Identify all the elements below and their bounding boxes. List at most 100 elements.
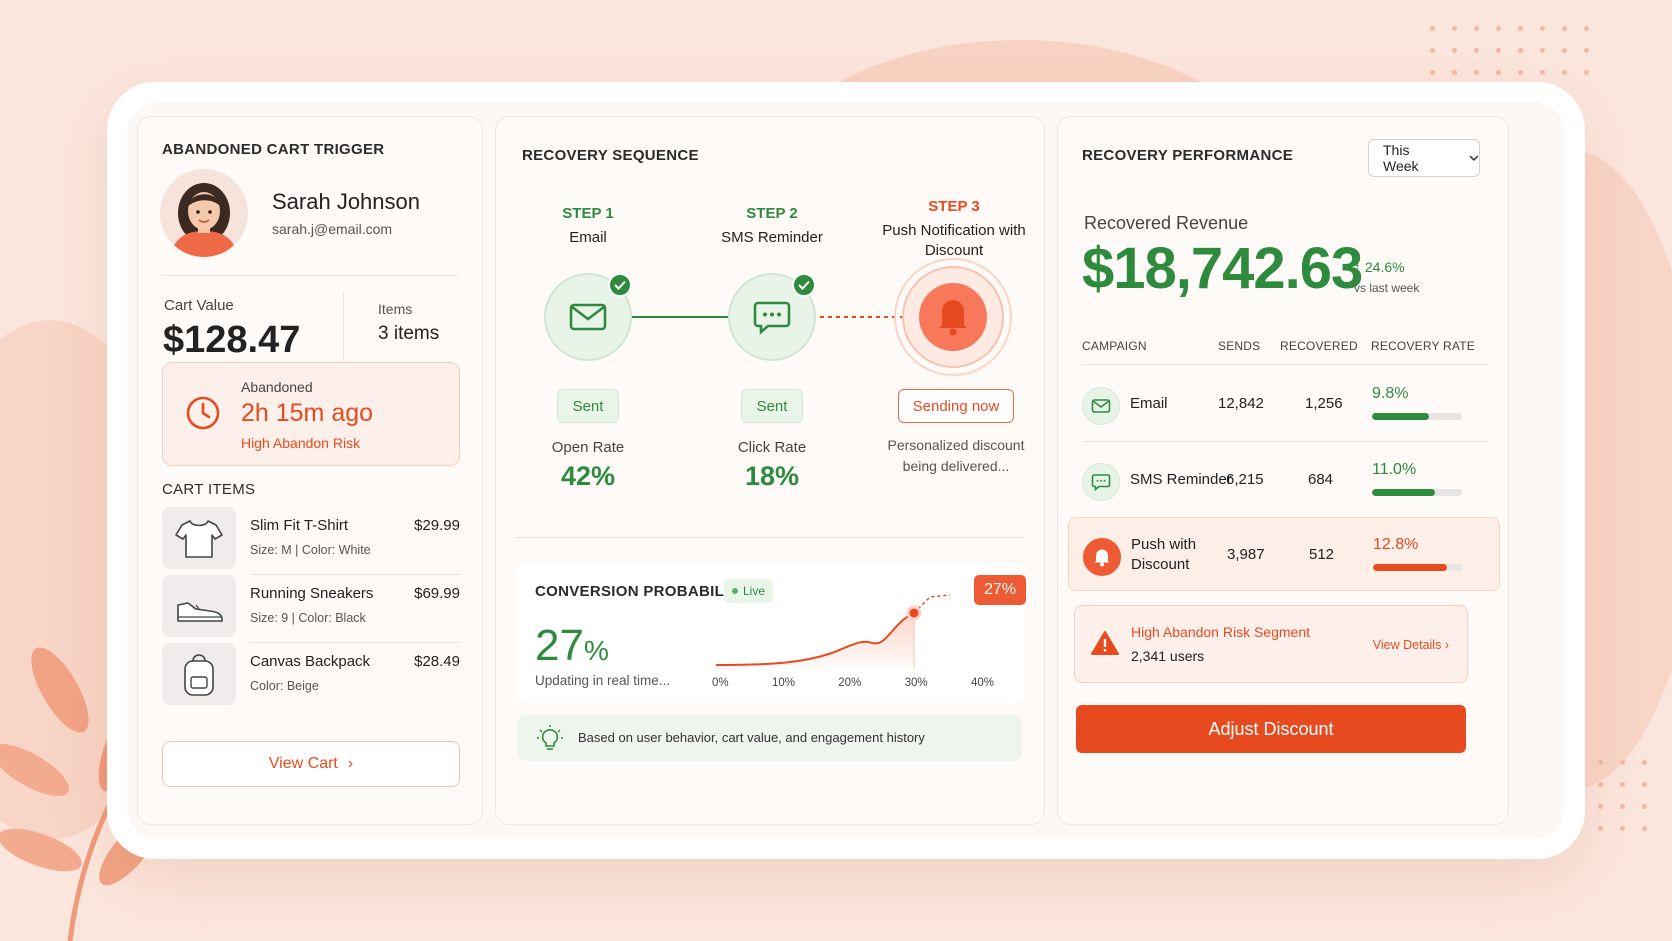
- customer-email: sarah.j@email.com: [272, 221, 392, 237]
- x-tick: 30%: [905, 677, 928, 689]
- items-count: 3 items: [378, 323, 439, 345]
- rate-bar-fill: [1373, 564, 1447, 571]
- items-label: Items: [378, 301, 412, 317]
- lightbulb-icon: [536, 724, 564, 752]
- step-number: STEP 1: [518, 205, 658, 222]
- customer-name: Sarah Johnson: [272, 189, 420, 215]
- chevron-right-icon: ›: [348, 755, 353, 773]
- chevron-right-icon: ›: [1445, 638, 1449, 652]
- step-1: STEP 1 Email: [518, 205, 658, 248]
- rate-value: 11.0%: [1372, 461, 1416, 479]
- dashboard-inner: ABANDONED CART TRIGGER Sarah Johnson sar…: [127, 102, 1565, 839]
- sends-value: 6,215: [1226, 471, 1264, 488]
- column-header: RECOVERED: [1280, 339, 1358, 353]
- recovery-performance-panel: RECOVERY PERFORMANCE This Week Recovered…: [1057, 116, 1509, 825]
- rate-bar: [1372, 489, 1462, 496]
- dashboard-frame: ABANDONED CART TRIGGER Sarah Johnson sar…: [107, 82, 1585, 859]
- metric-label: Open Rate: [518, 439, 658, 456]
- x-tick: 20%: [838, 677, 861, 689]
- view-cart-button[interactable]: View Cart ›: [162, 741, 460, 787]
- period-value: This Week: [1383, 142, 1447, 174]
- x-tick: 10%: [772, 677, 795, 689]
- chat-icon: [1082, 463, 1120, 501]
- check-icon: [608, 273, 632, 297]
- adjust-discount-button[interactable]: Adjust Discount: [1076, 705, 1466, 753]
- view-details-link[interactable]: View Details ›: [1373, 638, 1449, 652]
- x-tick: 0%: [712, 677, 729, 689]
- check-icon: [792, 273, 816, 297]
- divider: [1082, 441, 1488, 442]
- conversion-value: 27%: [535, 621, 609, 671]
- abandoned-time: 2h 15m ago: [241, 399, 373, 428]
- campaign-name: SMS Reminder: [1130, 470, 1232, 490]
- arrow-up-icon: ↑: [1354, 259, 1365, 275]
- chevron-down-icon: [1469, 155, 1479, 161]
- revenue-label: Recovered Revenue: [1084, 213, 1248, 234]
- table-row[interactable]: Push with Discount 3,987 512 12.8%: [1068, 517, 1500, 591]
- cart-item[interactable]: Canvas Backpack Color: Beige $28.49: [162, 643, 460, 711]
- conversion-badge: 27%: [974, 575, 1026, 605]
- rate-value: 9.8%: [1372, 385, 1408, 403]
- divider: [162, 275, 458, 276]
- alert-users: 2,341 users: [1131, 648, 1204, 664]
- abandoned-cart-panel: ABANDONED CART TRIGGER Sarah Johnson sar…: [137, 116, 483, 825]
- status-badge: Sent: [557, 389, 619, 423]
- metric-value: 18%: [702, 461, 842, 492]
- panel-title: RECOVERY SEQUENCE: [522, 147, 699, 164]
- campaign-name: Email: [1130, 394, 1168, 414]
- mail-icon: [1082, 387, 1120, 425]
- sneaker-icon: [162, 575, 236, 637]
- step-name: Email: [518, 228, 658, 248]
- tshirt-icon: [162, 507, 236, 569]
- panel-title: ABANDONED CART TRIGGER: [162, 141, 384, 158]
- x-tick: 40%: [971, 677, 994, 689]
- status-badge: Sending now: [898, 389, 1014, 423]
- step-3: STEP 3 Push Notification with Discount: [879, 198, 1029, 261]
- item-name: Canvas Backpack: [250, 653, 370, 670]
- rate-bar-fill: [1372, 413, 1429, 420]
- recovery-sequence-panel: RECOVERY SEQUENCE STEP 1 Email STEP 2 SM…: [495, 116, 1045, 825]
- table-row[interactable]: Email 12,842 1,256 9.8%: [1068, 367, 1500, 441]
- item-price: $69.99: [414, 585, 460, 602]
- metric-value: 42%: [518, 461, 658, 492]
- column-header: CAMPAIGN: [1082, 339, 1147, 353]
- delta-value: 24.6%: [1365, 259, 1405, 275]
- conversion-sparkline: [712, 583, 982, 673]
- item-price: $29.99: [414, 517, 460, 534]
- basis-note: Based on user behavior, cart value, and …: [518, 715, 1022, 761]
- cart-item[interactable]: Running Sneakers Size: 9 | Color: Black …: [162, 575, 460, 643]
- cart-item[interactable]: Slim Fit T-Shirt Size: M | Color: White …: [162, 507, 460, 575]
- step-note: Personalized discount being delivered...: [871, 435, 1041, 477]
- item-meta: Size: M | Color: White: [250, 543, 371, 557]
- conversion-note: Updating in real time...: [535, 673, 670, 688]
- cart-value: $128.47: [163, 319, 300, 362]
- sends-value: 3,987: [1227, 546, 1265, 563]
- risk-segment-alert: High Abandon Risk Segment 2,341 users Vi…: [1074, 605, 1468, 683]
- item-name: Slim Fit T-Shirt: [250, 517, 348, 534]
- avatar: [160, 169, 248, 257]
- warning-icon: [1091, 630, 1119, 656]
- panel-title: RECOVERY PERFORMANCE: [1082, 147, 1293, 164]
- x-axis-ticks: 0% 10% 20% 30% 40%: [712, 677, 994, 689]
- step-number: STEP 3: [879, 198, 1029, 215]
- period-select[interactable]: This Week: [1368, 139, 1480, 177]
- sends-value: 12,842: [1218, 395, 1264, 412]
- table-row[interactable]: SMS Reminder 6,215 684 11.0%: [1068, 443, 1500, 517]
- alert-title: High Abandon Risk Segment: [1131, 624, 1310, 640]
- step-2: STEP 2 SMS Reminder: [702, 205, 842, 248]
- bell-icon: [1083, 538, 1121, 576]
- view-cart-label: View Cart: [269, 755, 338, 773]
- status-badge: Sent: [741, 389, 803, 423]
- item-name: Running Sneakers: [250, 585, 373, 602]
- cart-items-title: CART ITEMS: [162, 481, 255, 498]
- rate-bar: [1373, 564, 1463, 571]
- recovered-value: 512: [1309, 546, 1334, 563]
- cart-value-label: Cart Value: [164, 297, 234, 314]
- item-meta: Size: 9 | Color: Black: [250, 611, 366, 625]
- metric-label: Click Rate: [702, 439, 842, 456]
- conversion-number: 27: [535, 621, 584, 670]
- item-meta: Color: Beige: [250, 679, 319, 693]
- conversion-unit: %: [584, 635, 609, 666]
- abandoned-label: Abandoned: [241, 379, 313, 395]
- conversion-probability-card: CONVERSION PROBABILITY Live 27% Updating…: [516, 563, 1024, 703]
